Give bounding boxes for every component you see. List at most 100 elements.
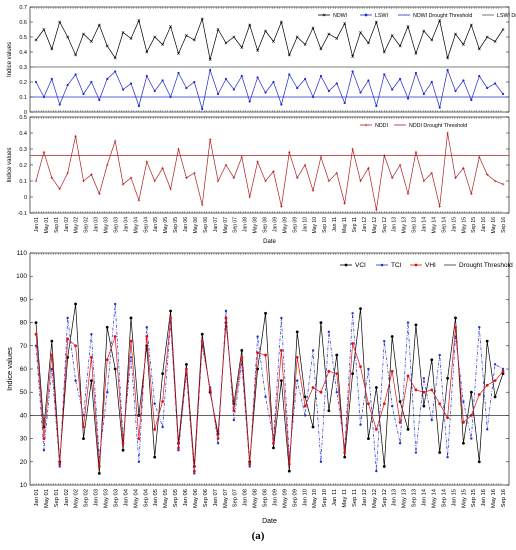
x-tick-label: May 03 xyxy=(104,217,110,234)
data-point xyxy=(279,349,283,352)
data-point xyxy=(161,400,165,403)
data-point xyxy=(113,56,117,60)
data-point xyxy=(161,372,165,376)
data-point xyxy=(406,374,410,378)
data-point xyxy=(153,402,156,405)
data-point xyxy=(280,316,283,320)
data-point xyxy=(97,472,101,475)
series-line xyxy=(35,303,504,474)
data-point xyxy=(232,409,236,413)
data-point xyxy=(335,391,338,394)
y-tick-label: 0.3 xyxy=(19,147,27,153)
data-point xyxy=(462,441,465,445)
data-point xyxy=(224,163,228,167)
data-point xyxy=(34,321,38,324)
data-point xyxy=(256,76,259,79)
data-point xyxy=(335,37,339,40)
data-point xyxy=(375,469,378,473)
data-point xyxy=(42,449,46,452)
x-tick-label: May 02 xyxy=(74,217,80,234)
data-point xyxy=(359,423,362,426)
y-tick-label: 80 xyxy=(20,320,28,327)
data-point xyxy=(493,179,497,183)
data-point xyxy=(224,316,228,320)
y-tick-label: 0.6 xyxy=(19,20,27,26)
series-line xyxy=(35,132,504,210)
data-point xyxy=(485,428,489,431)
data-point xyxy=(462,400,465,403)
data-point xyxy=(343,22,347,25)
data-point xyxy=(279,20,283,24)
data-point xyxy=(248,23,252,27)
x-tick-label: Sep 07 xyxy=(233,489,239,507)
x-tick-label: May 07 xyxy=(223,217,229,234)
data-point xyxy=(446,56,450,60)
data-point xyxy=(462,43,465,46)
legend: NDWI LSWI NDWI Drought Threshold LSWI Droug… xyxy=(318,13,516,19)
data-point xyxy=(367,437,370,440)
x-tick-label: May 05 xyxy=(163,489,169,508)
y-tick-label: 30 xyxy=(20,436,28,443)
y-tick-label: 0.5 xyxy=(19,115,27,121)
data-point xyxy=(98,98,101,102)
data-point xyxy=(501,369,505,373)
y-tick-label: 110 xyxy=(17,250,28,257)
data-point xyxy=(501,372,505,376)
x-tick-label: Sep 08 xyxy=(263,489,269,507)
data-point xyxy=(374,427,378,431)
x-tick-label: Sep 01 xyxy=(54,217,60,233)
data-point xyxy=(114,70,117,73)
chart-panel-3: 10 20 30 40 50 60 70 80 90 100 110 Indice values Jan… xyxy=(5,250,513,525)
data-point xyxy=(264,353,267,357)
data-point xyxy=(319,460,323,463)
data-point xyxy=(129,176,133,180)
y-tick-label: 70 xyxy=(20,343,28,350)
data-point xyxy=(113,367,117,371)
data-point xyxy=(264,179,267,183)
data-point xyxy=(319,390,323,394)
data-point xyxy=(153,35,157,39)
data-point xyxy=(478,326,481,329)
x-tick-label: Jan 01 xyxy=(34,217,40,232)
plot-area-frame xyxy=(29,6,510,113)
x-tick-label: Jan 03 xyxy=(94,217,100,232)
x-tick-label: Sep 11 xyxy=(352,489,358,507)
data-point xyxy=(422,390,426,394)
data-point xyxy=(382,465,386,468)
legend-label: NDDI xyxy=(375,123,388,129)
data-point xyxy=(287,469,291,473)
data-point xyxy=(430,38,434,42)
data-point xyxy=(50,339,54,343)
legend-label: VCI xyxy=(355,262,366,269)
data-point xyxy=(351,312,354,315)
data-point xyxy=(161,79,164,82)
series-line xyxy=(35,17,504,60)
x-tick-label: Jan 15 xyxy=(451,217,457,232)
y-axis-label: Indice values xyxy=(5,347,14,391)
data-point xyxy=(153,89,156,93)
data-point xyxy=(192,469,196,473)
data-point xyxy=(422,92,425,96)
data-point xyxy=(335,82,338,85)
data-point xyxy=(367,166,370,170)
data-point xyxy=(256,351,260,355)
data-point xyxy=(446,376,449,380)
data-point xyxy=(485,339,489,343)
data-point xyxy=(493,363,497,366)
data-point xyxy=(399,77,402,81)
data-point xyxy=(311,349,315,352)
legend-marker xyxy=(364,13,368,17)
data-point xyxy=(438,19,442,22)
x-tick-label: Sep 10 xyxy=(322,489,328,507)
x-tick-label: May 05 xyxy=(163,217,169,234)
x-tick-label: May 15 xyxy=(461,489,467,508)
x-tick-label: May 04 xyxy=(133,488,139,508)
y-tick-label: 60 xyxy=(20,366,28,373)
data-point xyxy=(113,335,117,338)
data-point xyxy=(216,28,220,31)
x-tick-label: Jan 14 xyxy=(422,488,428,506)
x-tick-label: Sep 14 xyxy=(441,217,447,233)
data-point xyxy=(113,139,117,143)
data-point xyxy=(430,358,434,362)
data-point xyxy=(137,460,141,463)
